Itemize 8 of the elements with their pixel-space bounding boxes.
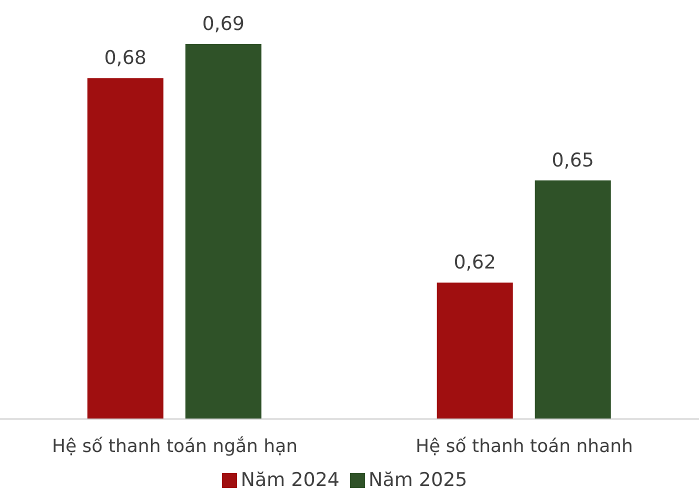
x-tick-label: Hệ số thanh toán ngắn hạn bbox=[52, 436, 298, 457]
data-label: 0,65 bbox=[552, 149, 594, 172]
legend-label: Năm 2024 bbox=[240, 469, 340, 491]
data-label: 0,69 bbox=[202, 13, 245, 35]
data-label: 0,68 bbox=[104, 47, 147, 70]
x-tick-label: Hệ số thanh toán nhanh bbox=[416, 436, 633, 457]
data-label: 0,62 bbox=[454, 252, 496, 274]
legend-label: Năm 2025 bbox=[368, 469, 468, 491]
